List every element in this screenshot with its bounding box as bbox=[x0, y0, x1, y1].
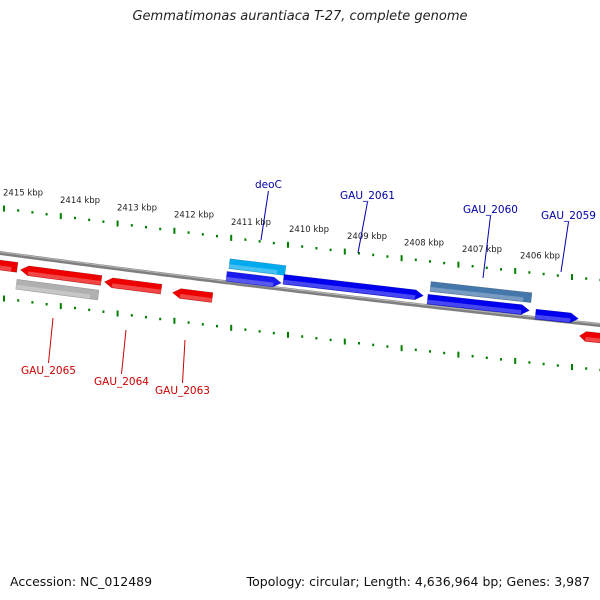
kbp-label: 2415 kbp bbox=[3, 188, 43, 198]
accession-text: Accession: NC_012489 bbox=[10, 574, 153, 589]
gene-label-GAU_2060: GAU_2060 bbox=[463, 204, 518, 279]
gene-body bbox=[19, 265, 103, 286]
gene-label-text: GAU_2065 bbox=[21, 365, 76, 377]
gene-body bbox=[429, 281, 533, 303]
kbp-label: 2412 kbp bbox=[174, 211, 214, 221]
offscreen-left-gene bbox=[0, 259, 19, 273]
leader-line bbox=[47, 317, 54, 364]
tick-tracks bbox=[3, 205, 600, 372]
leader-line bbox=[120, 329, 127, 375]
gene-body bbox=[171, 288, 214, 303]
GAU_2059-gene bbox=[534, 308, 579, 324]
kbp-label: 2408 kbp bbox=[404, 238, 444, 248]
kbp-label: 2407 kbp bbox=[462, 245, 502, 255]
gene-body bbox=[103, 277, 163, 295]
gene-shine bbox=[0, 264, 12, 272]
gene-shine bbox=[225, 276, 274, 287]
topology-text: Topology: circular; Length: 4,636,964 bp… bbox=[246, 574, 590, 589]
GAU_2060-gene bbox=[426, 293, 530, 315]
leader-line bbox=[482, 215, 491, 279]
gene-shine bbox=[27, 271, 102, 285]
kbp-label: 2410 kbp bbox=[289, 225, 329, 235]
gene-label-GAU_2065: GAU_2065 bbox=[21, 317, 76, 377]
gene-shine bbox=[426, 299, 522, 315]
leader-line bbox=[357, 201, 368, 254]
gene-shine bbox=[15, 284, 91, 299]
GAU_2063-gene bbox=[171, 288, 214, 303]
GAU_2066-gene bbox=[19, 265, 103, 286]
gene-label-text: deoC bbox=[255, 179, 282, 191]
gene-label-GAU_2063: GAU_2063 bbox=[155, 339, 210, 397]
gene-shine bbox=[111, 283, 162, 294]
kbp-label: 2414 kbp bbox=[60, 196, 100, 206]
kbp-label: 2406 kbp bbox=[520, 251, 560, 261]
gene-body bbox=[225, 271, 282, 288]
gene-body bbox=[0, 259, 19, 273]
gene-label-text: GAU_2064 bbox=[94, 376, 149, 388]
gene-label-text: GAU_2063 bbox=[155, 385, 210, 397]
gene-label-text: GAU_2061 bbox=[340, 190, 395, 202]
leader-line bbox=[560, 221, 569, 273]
GAU_2060-highlight-gene bbox=[429, 281, 533, 303]
genome-title: Gemmatimonas aurantiaca T-27, complete g… bbox=[132, 9, 468, 24]
gene-label-GAU_2059: GAU_2059 bbox=[541, 210, 596, 273]
gene-shine bbox=[282, 279, 416, 300]
gene-body bbox=[579, 331, 600, 344]
offscreen-right-gene bbox=[579, 331, 600, 344]
gene-body bbox=[282, 274, 424, 301]
GAU_2065-gene bbox=[15, 279, 100, 301]
genome-backbone-highlight bbox=[0, 251, 600, 325]
gene-shine bbox=[429, 287, 524, 302]
kbp-label: 2413 kbp bbox=[117, 203, 157, 213]
gene-body bbox=[426, 293, 530, 315]
gene-shine bbox=[534, 314, 571, 323]
gene-label-text: GAU_2059 bbox=[541, 210, 596, 222]
GAU_2061-gene bbox=[282, 274, 424, 301]
gene-body bbox=[534, 308, 579, 324]
gene-body bbox=[15, 279, 100, 301]
leader-line bbox=[181, 339, 186, 384]
gene-label-text: GAU_2060 bbox=[463, 204, 518, 216]
gene-label-deoC: deoC bbox=[255, 179, 282, 241]
leader-line bbox=[260, 190, 269, 241]
gene-shine bbox=[179, 294, 213, 303]
gene-label-GAU_2064: GAU_2064 bbox=[94, 329, 149, 388]
kbp-label: 2409 kbp bbox=[347, 232, 387, 242]
GAU_2064-gene bbox=[103, 277, 163, 295]
gene-label-GAU_2061: GAU_2061 bbox=[340, 190, 395, 254]
deoC-gene bbox=[225, 271, 282, 288]
gene-shine bbox=[228, 264, 278, 275]
genome-backbone bbox=[0, 250, 600, 328]
kbp-label: 2411 kbp bbox=[231, 218, 271, 228]
